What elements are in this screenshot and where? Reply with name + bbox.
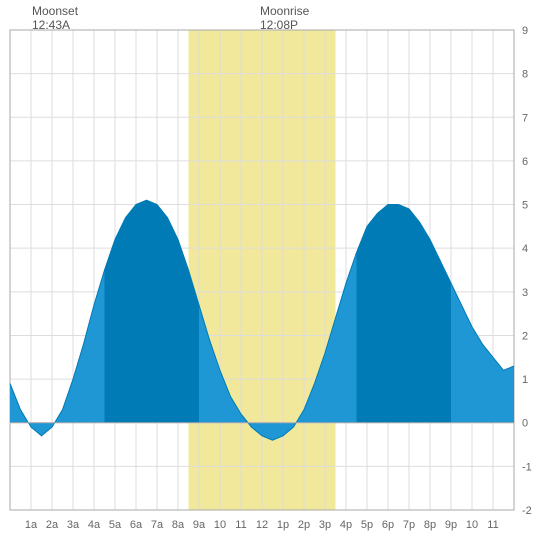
x-tick-label: 11 [235,519,246,531]
x-tick-label: 1a [25,519,38,531]
x-tick-label: 9a [193,519,206,531]
y-tick-label: 1 [522,374,528,386]
x-tick-label: 2p [298,519,310,531]
x-tick-label: 2a [46,519,59,531]
moonset-label: Moonset 12:43A [32,4,78,33]
moonrise-time: 12:08P [260,18,309,32]
x-tick-label: 11 [487,519,498,531]
x-tick-label: 4a [88,519,101,531]
y-tick-label: -2 [522,505,532,517]
y-tick-label: 2 [522,330,528,342]
y-tick-label: 0 [522,418,528,430]
x-tick-label: 5p [361,519,373,531]
moonrise-title: Moonrise [260,4,309,18]
x-tick-label: 7p [403,519,415,531]
moonset-title: Moonset [32,4,78,18]
x-tick-label: 6a [130,519,143,531]
y-tick-label: 3 [522,287,528,299]
x-tick-label: 3a [67,519,80,531]
y-tick-label: 5 [522,200,528,212]
x-tick-label: 7a [151,519,164,531]
x-tick-label: 10 [466,519,478,531]
tide-chart-container: Moonset 12:43A Moonrise 12:08P -2-101234… [0,0,550,550]
y-tick-label: 6 [522,156,528,168]
x-tick-label: 9p [445,519,457,531]
moonset-time: 12:43A [32,18,78,32]
y-tick-label: 8 [522,69,528,81]
x-tick-label: 4p [340,519,352,531]
x-tick-label: 3p [319,519,331,531]
x-tick-label: 8a [172,519,185,531]
y-tick-label: 4 [522,243,528,255]
x-tick-label: 6p [382,519,394,531]
x-tick-label: 5a [109,519,122,531]
tide-chart: -2-101234567891a2a3a4a5a6a7a8a9a1011121p… [0,0,550,550]
x-tick-label: 10 [214,519,226,531]
x-tick-label: 1p [277,519,289,531]
x-tick-label: 8p [424,519,436,531]
y-tick-label: 9 [522,25,528,37]
moonrise-label: Moonrise 12:08P [260,4,309,33]
y-tick-label: -1 [522,461,532,473]
x-tick-label: 12 [256,519,268,531]
y-tick-label: 7 [522,112,528,124]
